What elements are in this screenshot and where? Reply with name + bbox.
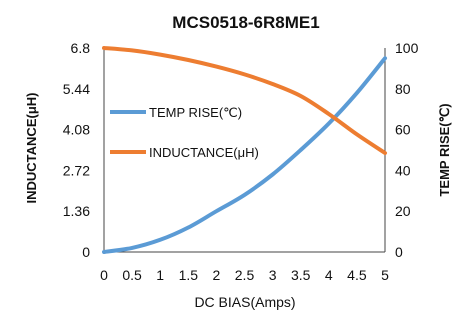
y-right-tick-label: 20: [395, 203, 411, 219]
series-line-temp-rise: [102, 56, 387, 254]
y-right-tick-label: 60: [395, 122, 411, 138]
y-right-tick-label: 40: [395, 162, 411, 178]
y-right-tick-label: 0: [395, 244, 403, 260]
y-left-tick-label: 6.8: [71, 40, 91, 56]
x-tick-label: 5: [381, 267, 389, 283]
x-tick-label: 0.5: [122, 267, 142, 283]
y-right-tick-label: 100: [395, 40, 419, 56]
y-left-tick-label: 5.44: [63, 81, 90, 97]
y-right-axis-title: TEMP RISE(℃): [437, 103, 452, 196]
x-tick-label: 4.5: [347, 267, 367, 283]
y-left-tick-label: 2.72: [63, 162, 90, 178]
chart-title: MCS0518-6R8ME1: [172, 13, 319, 32]
y-left-tick-label: 1.36: [63, 203, 90, 219]
legend-item-inductance-label: INDUCTANCE(μH): [149, 145, 259, 160]
x-tick-label: 0: [100, 267, 108, 283]
x-tick-label: 2.5: [235, 267, 255, 283]
y-right-tick-label: 80: [395, 81, 411, 97]
x-tick-label: 3: [269, 267, 277, 283]
y-left-tick-label: 0: [82, 244, 90, 260]
x-tick-label: 4: [325, 267, 333, 283]
y-left-axis-title: INDUCTANCE(μH): [24, 93, 39, 204]
x-tick-label: 3.5: [291, 267, 311, 283]
legend-item-temp-rise-label: TEMP RISE(℃): [149, 105, 242, 120]
y-left-tick-label: 4.08: [63, 122, 90, 138]
x-tick-label: 2: [213, 267, 221, 283]
x-axis-title: DC BIAS(Amps): [194, 294, 295, 310]
series-line-inductance: [102, 46, 387, 155]
x-tick-label: 1.5: [179, 267, 199, 283]
x-tick-label: 1: [156, 267, 164, 283]
